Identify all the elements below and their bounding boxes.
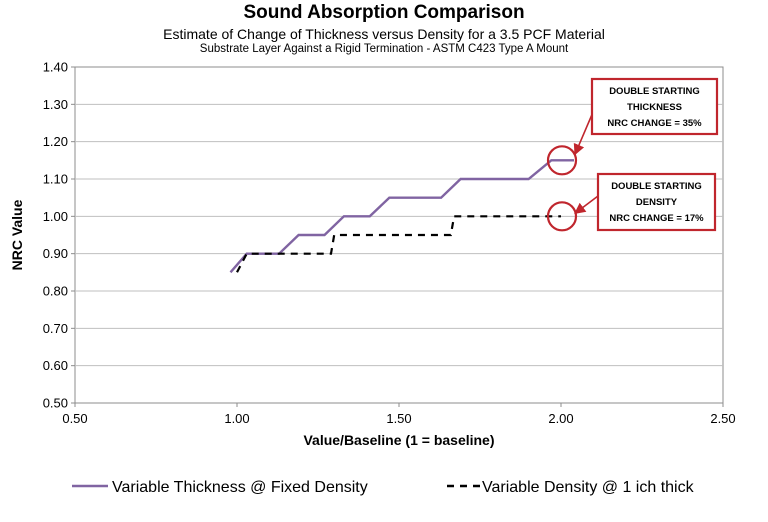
chart-subtitle-2: Substrate Layer Against a Rigid Terminat… <box>199 43 569 55</box>
x-tick-label: 1.00 <box>224 411 249 426</box>
x-tick-label: 2.00 <box>548 411 573 426</box>
annotation-text: DOUBLE STARTING <box>611 181 702 192</box>
y-tick-label: 1.30 <box>43 97 68 112</box>
annotation-arrow <box>574 195 599 215</box>
y-tick-label: 1.20 <box>43 134 68 149</box>
annotation-box <box>590 77 719 136</box>
annotation-circle <box>546 145 578 176</box>
y-tick-label: 0.60 <box>43 358 68 373</box>
annotation-text: DOUBLE STARTING <box>609 86 700 97</box>
annotation-text: THICKNESS <box>627 102 682 113</box>
y-tick-label: 0.50 <box>43 396 68 411</box>
chart-subtitle: Estimate of Change of Thickness versus D… <box>163 26 605 42</box>
x-axis-label: Value/Baseline (1 = baseline) <box>303 432 494 448</box>
annotation-text: DENSITY <box>636 197 678 208</box>
y-tick-label: 1.00 <box>43 209 68 224</box>
x-tick-label: 0.50 <box>62 411 87 426</box>
chart-title: Sound Absorption Comparison <box>243 2 525 23</box>
series-line-density <box>236 215 561 273</box>
y-tick-label: 0.80 <box>43 284 68 299</box>
legend-label-density: Variable Density @ 1 ich thick <box>482 479 695 496</box>
annotation-arrow <box>573 114 593 156</box>
y-tick-label: 0.90 <box>43 246 68 261</box>
legend-label-thickness: Variable Thickness @ Fixed Density <box>112 479 368 496</box>
annotation-text: NRC CHANGE = 35% <box>607 118 702 129</box>
annotation-text: NRC CHANGE = 17% <box>609 213 704 224</box>
y-tick-label: 0.70 <box>43 321 68 336</box>
x-tick-label: 2.50 <box>710 411 735 426</box>
y-tick-label: 1.40 <box>43 60 68 75</box>
annotation-box <box>596 172 717 232</box>
y-axis-label: NRC Value <box>9 199 25 270</box>
annotation-circle <box>546 201 578 232</box>
y-tick-label: 1.10 <box>43 172 68 187</box>
x-tick-label: 1.50 <box>386 411 411 426</box>
